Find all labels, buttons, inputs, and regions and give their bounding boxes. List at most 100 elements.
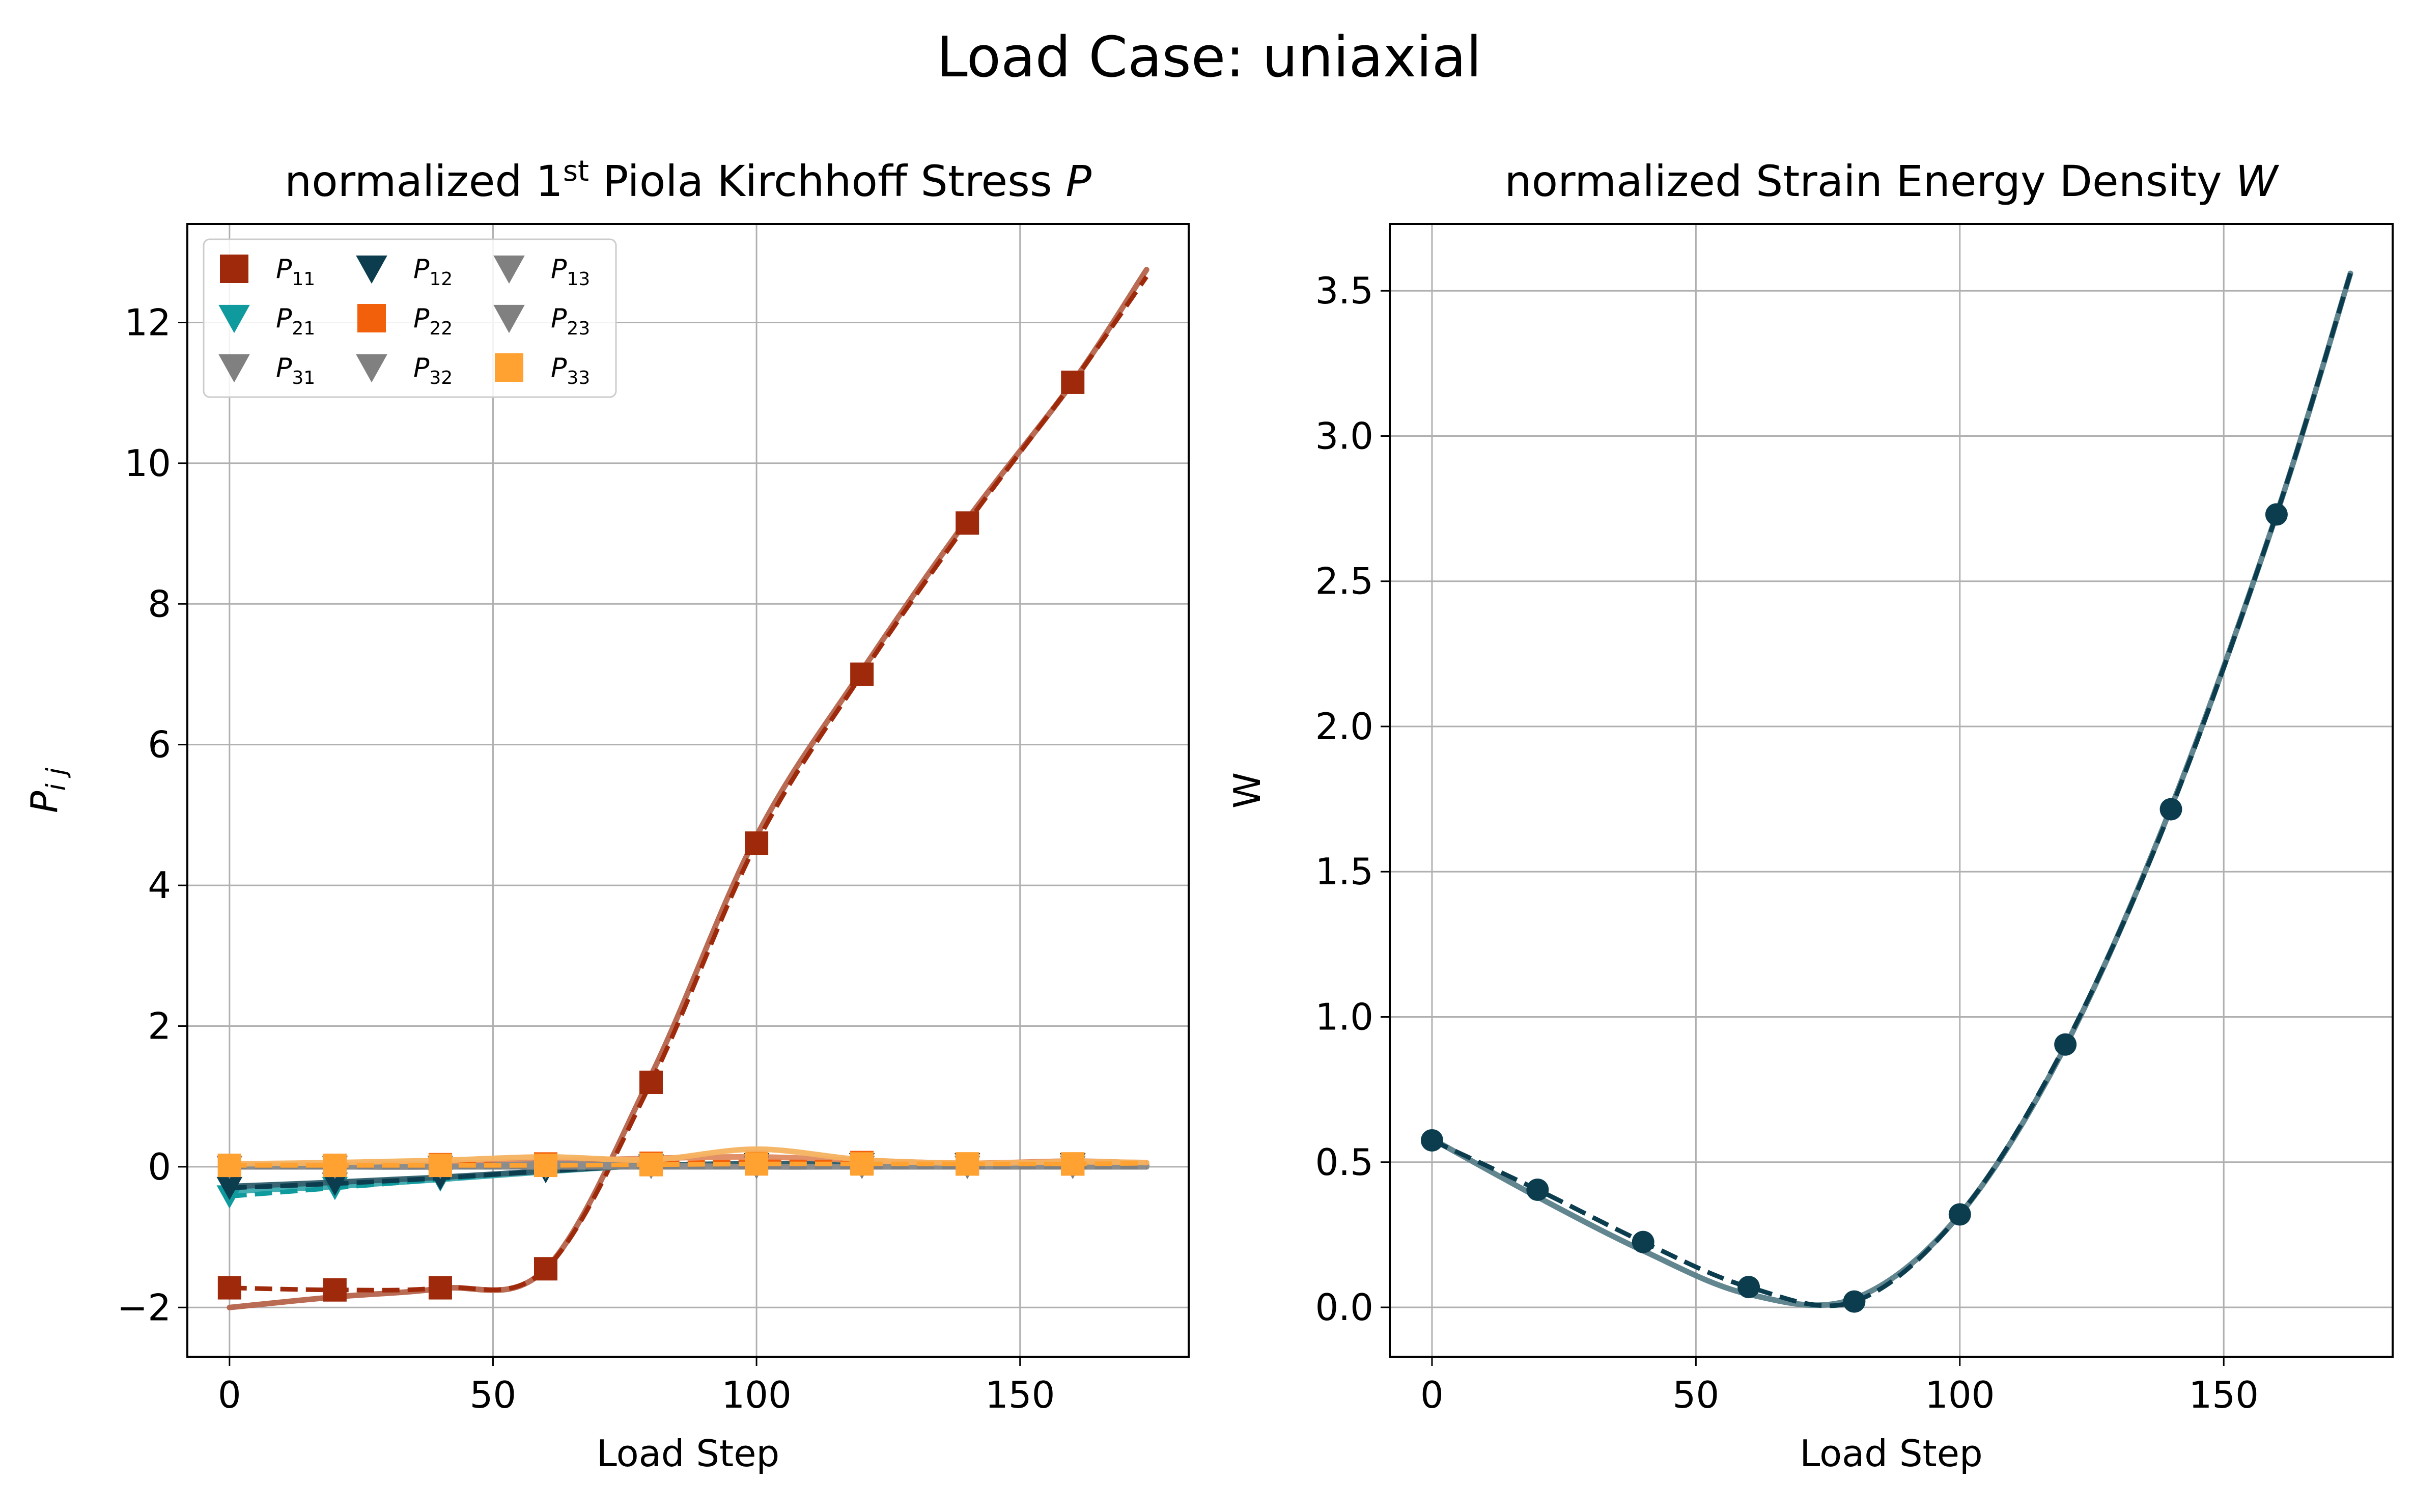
stress-x-tick-label: 100 [721, 1374, 791, 1416]
stress-point-P33 [323, 1154, 347, 1178]
stress-point-P11 [534, 1257, 557, 1281]
energy-axes-frame [1389, 223, 2394, 1358]
energy-title-variable: W [2235, 156, 2279, 206]
stress-series-P11 [217, 267, 1149, 1310]
energy-series-W [1420, 270, 2353, 1313]
stress-point-P11 [639, 1071, 663, 1095]
stress-ylabel-main: P [23, 791, 66, 813]
stress-legend-label-P13: P13 [551, 254, 590, 290]
energy-y-tick-label: 0.0 [1315, 1286, 1373, 1329]
energy-y-tick-label: 1.5 [1315, 850, 1373, 893]
stress-point-P11 [956, 511, 979, 535]
stress-legend-marker-P32 [356, 354, 387, 383]
stress-legend-marker-P21 [218, 304, 250, 333]
stress-ylabel-sub: i j [41, 768, 72, 791]
stress-legend-marker-P33 [495, 353, 523, 382]
stress-y-tick-label: 2 [148, 1004, 171, 1047]
stress-series-group [216, 267, 1149, 1310]
energy-point-W [1420, 1129, 1443, 1152]
stress-y-tick-label: 10 [124, 442, 171, 485]
energy-x-axis-label: Load Step [1800, 1432, 1983, 1475]
stress-y-tick-label: 0 [148, 1145, 171, 1188]
stress-legend-label-P21: P21 [276, 303, 315, 339]
energy-point-W [2054, 1033, 2077, 1056]
stress-title-suffix: Piola Kirchhoff Stress [589, 156, 1065, 206]
energy-y-tick-label: 2.0 [1315, 705, 1373, 748]
stress-ticks: 0 50 100 150 −2 0 2 4 6 8 10 12 [117, 301, 1055, 1416]
stress-data-line-P33 [229, 1161, 1147, 1168]
stress-x-tick-label: 150 [985, 1374, 1055, 1416]
energy-y-tick-label: 1.0 [1315, 996, 1373, 1039]
stress-legend-marker-P31 [218, 354, 250, 383]
stress-title-superscript: st [563, 155, 589, 188]
stress-point-P33 [850, 1152, 874, 1176]
stress-title-prefix: normalized 1 [285, 156, 563, 206]
energy-data-line-W [1431, 272, 2353, 1308]
stress-legend-label-P22: P22 [413, 303, 453, 339]
stress-title-variable: P [1065, 156, 1091, 206]
energy-chart: 0 50 100 150 0.0 0.5 1.0 1.5 2.0 2.5 3.0 3.5 normal… [1226, 156, 2394, 1475]
stress-point-P12 [216, 1177, 243, 1200]
stress-x-axis-label: Load Step [597, 1432, 780, 1475]
stress-point-P33 [639, 1153, 663, 1177]
energy-y-tick-label: 0.5 [1315, 1141, 1373, 1184]
stress-x-tick-label: 50 [470, 1374, 517, 1416]
stress-point-P33 [956, 1152, 979, 1176]
energy-y-tick-label: 3.0 [1315, 414, 1373, 457]
stress-point-P33 [217, 1154, 241, 1178]
stress-legend-marker-P13 [493, 255, 525, 284]
energy-title-prefix: normalized Strain Energy Density [1505, 156, 2236, 206]
energy-point-W [1843, 1290, 1866, 1313]
stress-point-P11 [428, 1276, 452, 1300]
stress-legend-label-P12: P12 [413, 254, 453, 290]
stress-data-line-P11 [229, 275, 1148, 1293]
stress-y-tick-label: 8 [148, 582, 171, 625]
stress-point-P33 [745, 1152, 769, 1176]
stress-y-axis-label: Pi j [23, 768, 72, 813]
stress-axes-frame [186, 223, 1190, 1358]
stress-y-tick-label: 12 [124, 301, 171, 344]
stress-series-P33 [217, 1146, 1149, 1178]
stress-legend-marker-P11 [220, 255, 248, 283]
figure-suptitle: Load Case: uniaxial [936, 24, 1481, 90]
stress-y-tick-label: 4 [148, 864, 171, 907]
energy-point-W [1632, 1230, 1654, 1253]
stress-legend-label-P31: P31 [276, 353, 315, 388]
stress-point-P12 [322, 1172, 348, 1196]
stress-y-tick-label: 6 [148, 723, 171, 766]
energy-grid [1390, 224, 2393, 1357]
energy-point-W [1526, 1178, 1549, 1201]
stress-legend-marker-P23 [493, 304, 525, 333]
stress-x-tick-label: 0 [218, 1374, 241, 1416]
energy-x-tick-label: 150 [2188, 1374, 2258, 1416]
stress-legend-label-P23: P23 [551, 303, 590, 339]
energy-point-W [2159, 798, 2182, 821]
stress-legend: P11 P21 P31 P12 P22 P32 P13 P23 P33 [203, 238, 617, 398]
stress-chart-title: normalized 1st Piola Kirchhoff Stress P [285, 155, 1091, 206]
stress-point-P33 [534, 1154, 557, 1178]
energy-y-tick-label: 3.5 [1315, 269, 1373, 312]
energy-point-W [1948, 1203, 1971, 1226]
energy-point-W [2265, 503, 2288, 526]
energy-series-group [1420, 270, 2353, 1313]
energy-x-tick-label: 100 [1925, 1374, 1995, 1416]
energy-y-axis-label: W [1226, 772, 1269, 808]
stress-point-P33 [1061, 1152, 1085, 1176]
energy-point-W [1737, 1276, 1760, 1299]
stress-legend-marker-P22 [357, 304, 386, 332]
stress-y-tick-label: −2 [117, 1286, 171, 1329]
stress-point-P11 [217, 1276, 241, 1300]
stress-point-P11 [745, 831, 769, 855]
stress-legend-marker-P12 [356, 255, 387, 284]
stress-legend-label-P32: P32 [413, 353, 453, 388]
stress-legend-label-P11: P11 [276, 254, 315, 290]
energy-x-tick-label: 0 [1420, 1374, 1444, 1416]
stress-legend-label-P33: P33 [551, 353, 590, 388]
energy-chart-title: normalized Strain Energy Density W [1505, 156, 2280, 206]
stress-point-P11 [323, 1278, 347, 1302]
energy-ticks: 0 50 100 150 0.0 0.5 1.0 1.5 2.0 2.5 3.0 3.5 [1315, 269, 2258, 1416]
energy-x-tick-label: 50 [1673, 1374, 1720, 1416]
stress-point-P11 [850, 662, 874, 686]
